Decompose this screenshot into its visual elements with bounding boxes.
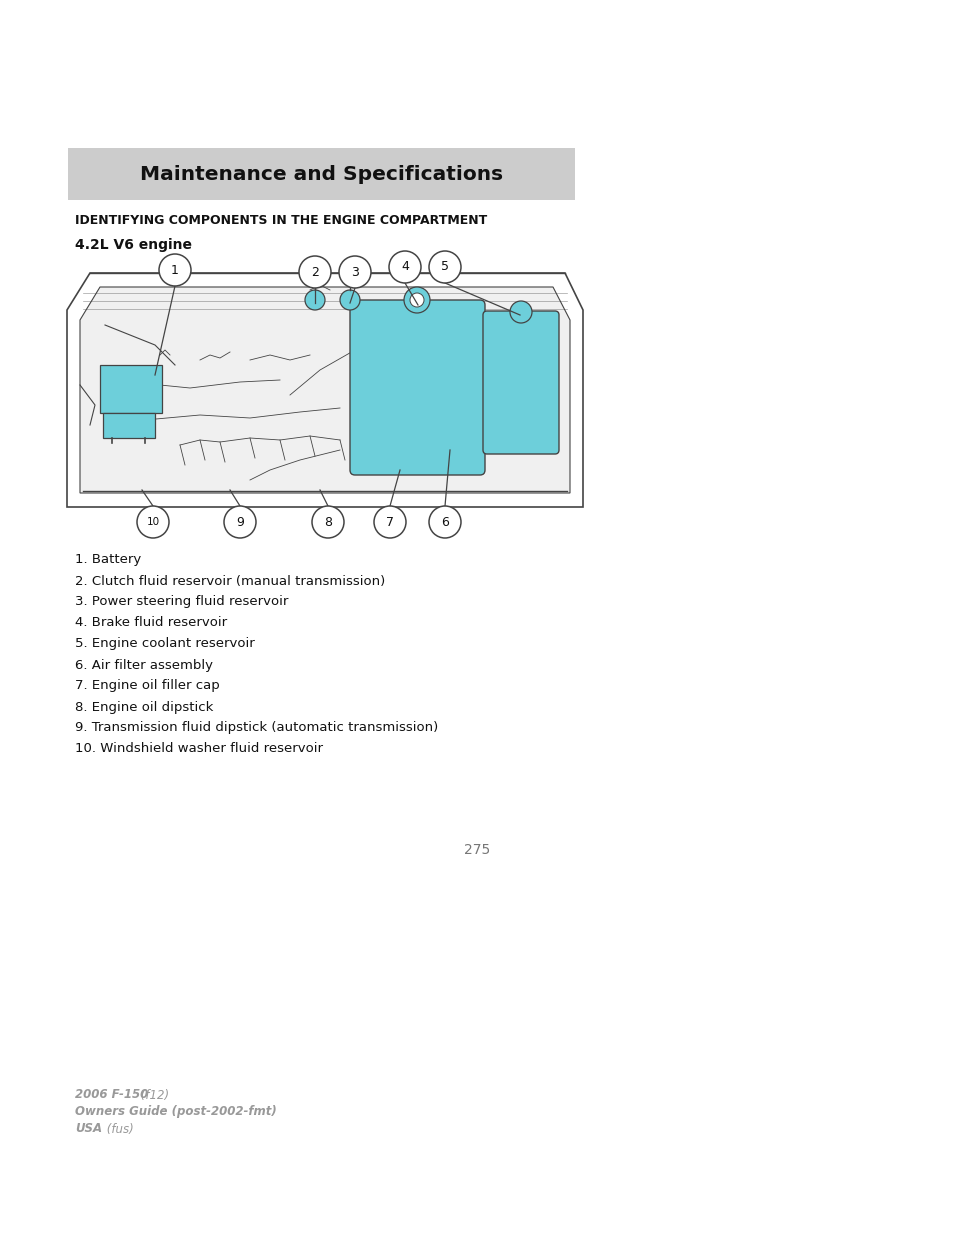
Text: 1: 1 [171, 263, 179, 277]
Text: 3: 3 [351, 266, 358, 279]
Text: 8. Engine oil dipstick: 8. Engine oil dipstick [75, 700, 213, 714]
Text: 275: 275 [463, 844, 490, 857]
Text: 6: 6 [440, 515, 449, 529]
Text: 3. Power steering fluid reservoir: 3. Power steering fluid reservoir [75, 595, 288, 609]
Text: (fus): (fus) [103, 1123, 133, 1135]
Text: USA: USA [75, 1123, 102, 1135]
Circle shape [312, 506, 344, 538]
Circle shape [429, 251, 460, 283]
Circle shape [389, 251, 420, 283]
Circle shape [224, 506, 255, 538]
Circle shape [403, 287, 430, 312]
Text: 1. Battery: 1. Battery [75, 553, 141, 567]
Polygon shape [80, 287, 569, 493]
Circle shape [410, 293, 423, 308]
Text: 9. Transmission fluid dipstick (automatic transmission): 9. Transmission fluid dipstick (automati… [75, 721, 437, 735]
Text: (f12): (f12) [137, 1088, 169, 1102]
Text: 4. Brake fluid reservoir: 4. Brake fluid reservoir [75, 616, 227, 630]
Text: 2: 2 [311, 266, 318, 279]
Circle shape [338, 256, 371, 288]
Text: 9: 9 [235, 515, 244, 529]
Circle shape [159, 254, 191, 287]
Circle shape [298, 256, 331, 288]
Text: 10. Windshield washer fluid reservoir: 10. Windshield washer fluid reservoir [75, 742, 323, 756]
Text: 5. Engine coolant reservoir: 5. Engine coolant reservoir [75, 637, 254, 651]
Bar [100, 366, 162, 412]
FancyBboxPatch shape [350, 300, 484, 475]
FancyBboxPatch shape [482, 311, 558, 454]
Circle shape [510, 301, 532, 324]
Text: Maintenance and Specifications: Maintenance and Specifications [140, 164, 502, 184]
Text: 4.2L V6 engine: 4.2L V6 engine [75, 238, 192, 252]
Circle shape [374, 506, 406, 538]
Text: Owners Guide (post-2002-fmt): Owners Guide (post-2002-fmt) [75, 1105, 276, 1119]
Bar [103, 412, 154, 438]
Circle shape [339, 290, 359, 310]
Text: IDENTIFYING COMPONENTS IN THE ENGINE COMPARTMENT: IDENTIFYING COMPONENTS IN THE ENGINE COM… [75, 214, 487, 226]
Circle shape [429, 506, 460, 538]
Text: 4: 4 [400, 261, 409, 273]
Text: 7. Engine oil filler cap: 7. Engine oil filler cap [75, 679, 219, 693]
Circle shape [137, 506, 169, 538]
Text: 5: 5 [440, 261, 449, 273]
Text: 8: 8 [324, 515, 332, 529]
Polygon shape [67, 273, 582, 508]
Text: 6. Air filter assembly: 6. Air filter assembly [75, 658, 213, 672]
Bar [68, 148, 575, 200]
Text: 7: 7 [386, 515, 394, 529]
Text: 10: 10 [146, 517, 159, 527]
Text: 2. Clutch fluid reservoir (manual transmission): 2. Clutch fluid reservoir (manual transm… [75, 574, 385, 588]
Text: 2006 F-150: 2006 F-150 [75, 1088, 148, 1102]
Circle shape [305, 290, 325, 310]
